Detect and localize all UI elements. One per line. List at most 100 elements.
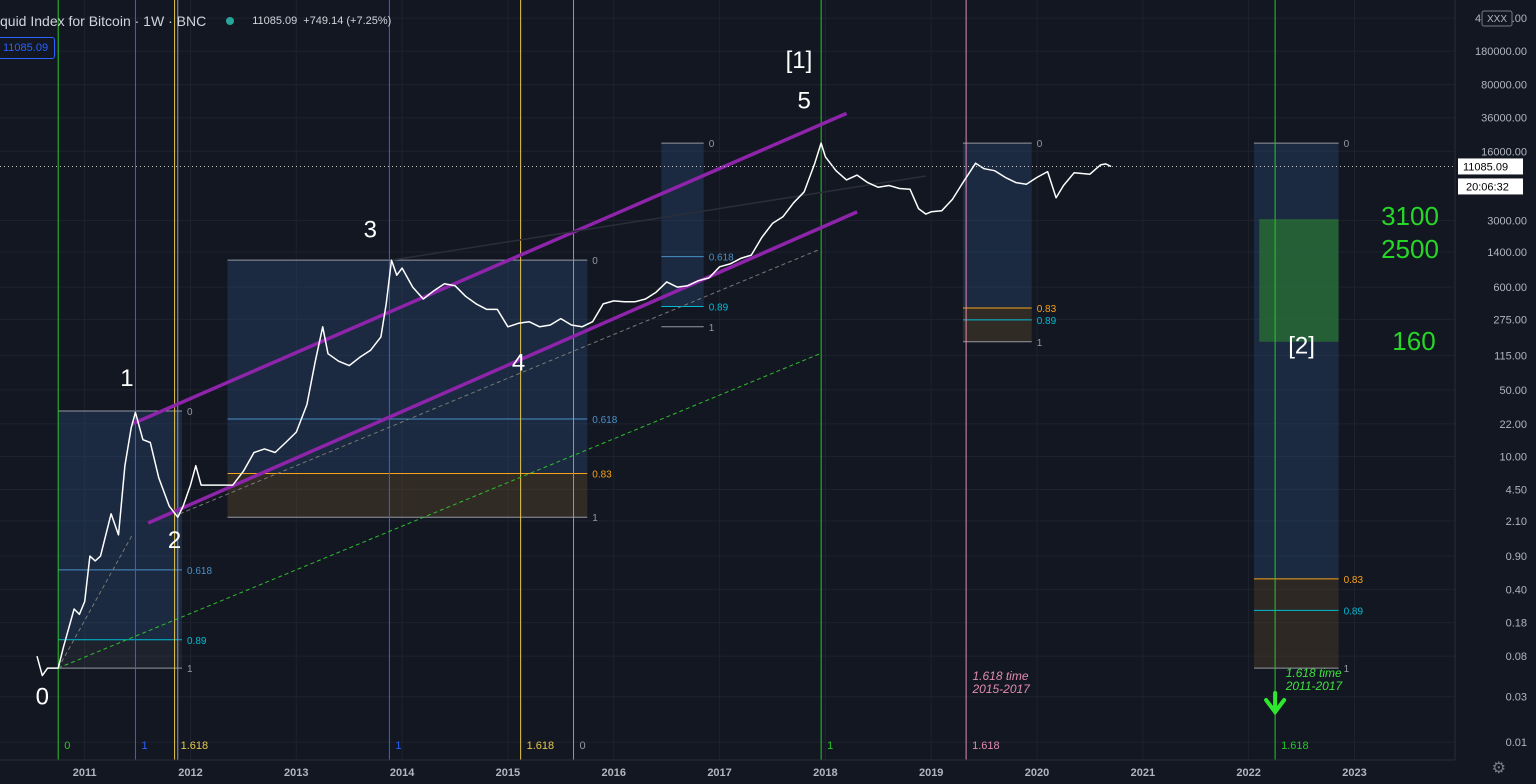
fib-level-label: 0 <box>1344 139 1350 150</box>
fib-level-label: 0.618 <box>709 253 734 264</box>
year-tick: 2014 <box>390 767 415 779</box>
trend-line-dark <box>391 175 927 261</box>
fib-zone-upper <box>1253 143 1339 579</box>
year-tick: 2019 <box>919 767 943 779</box>
time-line-label: 1 <box>395 740 401 752</box>
time-line-label: 1 <box>827 740 833 752</box>
fib-level-label: 1 <box>592 513 598 524</box>
year-tick: 2021 <box>1131 767 1155 779</box>
currency-badge <box>1481 10 1513 27</box>
fib-level-label: 1 <box>709 323 715 334</box>
price-tick: 275.00 <box>1493 314 1527 326</box>
price-tick: 36000.00 <box>1481 113 1527 125</box>
last-price-box <box>1458 158 1523 175</box>
year-tick: 2012 <box>178 767 202 779</box>
price-tick: 3000.00 <box>1487 216 1527 228</box>
price-badge: 11085.09 <box>0 37 56 59</box>
time-note: 1.618 time <box>972 669 1028 683</box>
last-price-label: 11085.09 <box>1463 161 1508 173</box>
fib-zone-lower <box>58 639 183 669</box>
time-line-label: 1 <box>141 740 147 752</box>
price-tick: 0.01 <box>1506 737 1527 749</box>
wave-label: 5 <box>798 88 811 115</box>
down-arrow-icon <box>1264 691 1287 716</box>
price-tick: 80000.00 <box>1481 80 1527 92</box>
year-tick: 2023 <box>1342 767 1366 779</box>
gear-icon[interactable]: ⚙ <box>1491 760 1506 777</box>
time-line-label: 0 <box>64 740 70 752</box>
fib-level-label: 0.618 <box>187 566 212 577</box>
market-status-icon <box>226 17 235 25</box>
fib-zone-lower <box>661 307 703 327</box>
fib-level-label: 0.83 <box>1037 304 1057 315</box>
time-note: 2015-2017 <box>971 682 1031 696</box>
fib-level-label: 0 <box>709 139 715 150</box>
fib-level-label: 0.83 <box>592 470 612 481</box>
year-tick: 2017 <box>707 767 731 779</box>
trend-dashed-gray <box>57 534 133 669</box>
wave-label: 4 <box>512 349 525 376</box>
wave-label: [1] <box>786 47 813 74</box>
year-tick: 2016 <box>602 767 626 779</box>
year-tick: 2022 <box>1236 767 1260 779</box>
wave-label: 0 <box>36 683 49 710</box>
trend-dashed-green <box>58 353 821 669</box>
time-line-label: 1.618 <box>1281 740 1309 752</box>
target-label: 2500 <box>1381 234 1439 264</box>
price-tick: 180000.00 <box>1475 46 1527 58</box>
price-line <box>36 142 1112 677</box>
fib-level-label: 0.89 <box>709 303 729 314</box>
chart-header: quid Index for Bitcoin · 1W · BNC 11085.… <box>0 10 391 32</box>
price-tick: 115.00 <box>1494 350 1527 362</box>
price-tick: 16000.00 <box>1481 146 1527 158</box>
fib-level-label: 0 <box>1037 139 1043 150</box>
price-change: +749.14 (+7.25%) <box>303 15 392 27</box>
fib-level-label: 0 <box>592 256 598 267</box>
time-note: 1.618 time <box>1286 666 1342 680</box>
channel-upper-line <box>131 111 848 426</box>
fib-level-label: 0.89 <box>1037 316 1057 327</box>
fib-level-label: 1 <box>187 664 193 675</box>
symbol-title[interactable]: quid Index for Bitcoin · 1W · BNC <box>0 13 207 29</box>
fib-level-label: 0.89 <box>187 636 207 647</box>
price-tick: 22.00 <box>1499 419 1527 431</box>
fib-zone-lower <box>227 473 588 518</box>
fib-zone-upper <box>227 260 588 474</box>
year-tick: 2011 <box>73 767 97 779</box>
fib-level-label: 0.83 <box>1344 575 1364 586</box>
countdown-label: 20:06:32 <box>1466 181 1509 193</box>
price-tick: 0.18 <box>1506 618 1527 630</box>
price-tick: 0.90 <box>1506 551 1527 563</box>
year-tick: 2018 <box>813 767 837 779</box>
price-tick: 0.08 <box>1506 651 1527 663</box>
channel-lower-line <box>147 210 858 525</box>
price-tick: 600.00 <box>1493 282 1527 294</box>
time-line-label: 1.618 <box>181 740 209 752</box>
target-label: 3100 <box>1381 201 1439 231</box>
price-tick: 4.50 <box>1506 484 1527 496</box>
time-note: 2011-2017 <box>1285 679 1344 693</box>
price-tick: 1400.00 <box>1487 247 1527 259</box>
price-tick: 10.00 <box>1499 451 1527 463</box>
wave-label: 1 <box>120 365 133 392</box>
price-tick: 50.00 <box>1499 385 1527 397</box>
year-tick: 2013 <box>284 767 308 779</box>
fib-level-label: 1 <box>1344 664 1350 675</box>
time-line-label: 0 <box>580 740 586 752</box>
fib-zone-lower <box>1253 578 1339 669</box>
fib-level-label: 0 <box>187 407 193 418</box>
fib-zone-upper <box>661 143 704 307</box>
time-line-label: 1.618 <box>527 740 555 752</box>
wave-label: 3 <box>364 216 377 243</box>
fib-level-label: 1 <box>1037 338 1043 349</box>
wave-label: [2] <box>1288 333 1315 360</box>
wave-label: 2 <box>168 527 181 554</box>
time-line-label: 1.618 <box>972 740 1000 752</box>
currency-label: XXX <box>1487 14 1507 25</box>
price-tick: 2.10 <box>1506 516 1527 528</box>
fib-level-label: 0.618 <box>592 415 617 426</box>
fib-zone-lower <box>962 307 1032 342</box>
countdown-box <box>1458 178 1523 195</box>
